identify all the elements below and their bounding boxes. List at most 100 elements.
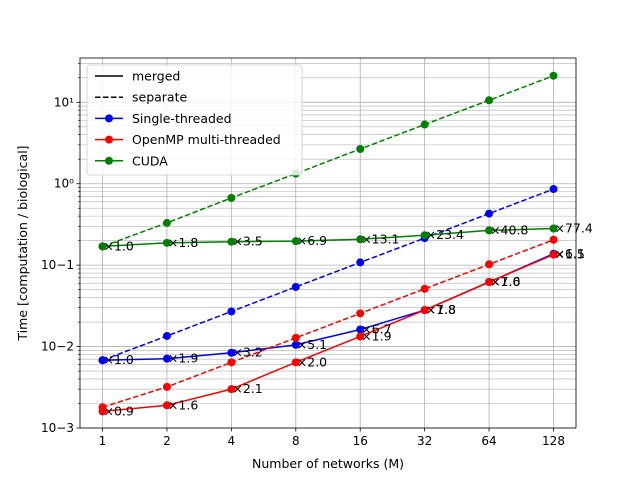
speedup-label: ×1.0	[104, 238, 134, 253]
x-tick-label: 1	[99, 434, 107, 448]
speedup-label: ×23.4	[426, 227, 464, 242]
data-point	[227, 358, 236, 367]
x-axis-label: Number of networks (M)	[252, 456, 404, 471]
data-point	[356, 325, 365, 334]
data-point	[291, 333, 300, 342]
legend-marker	[105, 114, 113, 123]
legend-label: CUDA	[132, 153, 168, 168]
speedup-label: ×6.9	[297, 233, 327, 248]
series-line	[102, 239, 554, 408]
legend-marker	[105, 156, 113, 165]
legend-label: merged	[132, 69, 180, 84]
data-point	[291, 282, 300, 291]
data-point	[549, 224, 558, 233]
speedup-label: ×6.1	[555, 246, 585, 261]
legend-box	[86, 64, 303, 176]
speedup-label: ×3.2	[232, 345, 262, 360]
speedup-label: ×1.8	[168, 235, 198, 250]
plot-frame	[79, 57, 577, 429]
data-point	[162, 218, 171, 227]
data-point	[356, 332, 365, 341]
y-axis-label: Time [computation / biological]	[15, 145, 30, 341]
speedup-label: ×1.8	[426, 302, 456, 317]
data-point	[485, 277, 494, 286]
data-point	[227, 307, 236, 316]
data-point	[356, 309, 365, 318]
data-point	[291, 340, 300, 349]
data-point	[227, 193, 236, 202]
speedup-label: ×77.4	[555, 220, 593, 235]
data-point	[227, 237, 236, 246]
series-lines	[102, 75, 554, 413]
data-point	[356, 235, 365, 244]
speedup-label: ×1.9	[361, 328, 391, 343]
speedup-label: ×2.0	[297, 354, 327, 369]
data-point	[485, 209, 494, 218]
series-line	[102, 75, 554, 248]
x-tick-label: 64	[481, 434, 496, 448]
speedup-label: ×1.0	[104, 352, 134, 367]
y-tick-label: 10⁰	[54, 177, 74, 191]
legend: merged separate Single-threaded OpenMP mult…	[86, 64, 303, 176]
data-point	[356, 144, 365, 153]
x-tick-label: 128	[542, 434, 565, 448]
data-point	[162, 382, 171, 391]
y-tick-label: 10−1	[41, 258, 74, 272]
data-point	[227, 348, 236, 357]
y-tick-label: 10−2	[41, 340, 74, 354]
legend-label: separate	[132, 90, 187, 105]
x-tick-label: 32	[417, 434, 432, 448]
data-point	[356, 258, 365, 267]
data-point	[98, 356, 107, 365]
series-line	[102, 253, 554, 413]
legend-marker	[105, 135, 113, 144]
annotations: ×1.0 ×1.9 ×3.2 ×5.1 ×6.7 ×7.8 ×7.0 ×6.1 ×0.9 ×1.6…	[104, 220, 593, 418]
data-point	[162, 354, 171, 363]
series-line	[102, 188, 554, 361]
data-point	[420, 231, 429, 240]
speedup-label: ×13.1	[361, 231, 399, 246]
data-point	[485, 260, 494, 269]
data-point	[227, 385, 236, 394]
data-point	[291, 237, 300, 246]
speedup-label: ×6.7	[361, 322, 391, 337]
data-point	[291, 358, 300, 367]
speedup-label: ×1.9	[168, 351, 198, 366]
x-tick-label: 16	[353, 434, 368, 448]
speedup-label: ×1.6	[490, 274, 520, 289]
y-tick-label: 10¹	[54, 95, 74, 109]
speedup-label: ×0.9	[104, 403, 134, 418]
data-point	[420, 120, 429, 129]
data-point	[549, 235, 558, 244]
data-point	[98, 407, 107, 416]
speedup-label: ×3.5	[232, 234, 262, 249]
data-point	[162, 238, 171, 247]
data-point	[420, 306, 429, 315]
series-markers	[98, 71, 558, 416]
data-point	[549, 71, 558, 80]
speedup-label: ×2.1	[232, 381, 262, 396]
x-tick-label: 8	[292, 434, 300, 448]
data-point	[485, 96, 494, 105]
x-tick-label: 2	[163, 434, 171, 448]
speedup-label: ×1.5	[555, 247, 585, 262]
speedup-label: ×7.0	[490, 274, 520, 289]
speedup-label: ×1.6	[168, 397, 198, 412]
legend-label: Single-threaded	[132, 111, 232, 126]
speedup-label: ×7.8	[426, 302, 456, 317]
speedup-label: ×5.1	[297, 337, 327, 352]
data-point	[162, 331, 171, 340]
y-tick-label: 10−3	[41, 421, 74, 435]
axis-ticks: 1 2 4 8 16 32 64 128 10−3 10−2 10−1 10⁰ 10¹	[41, 63, 565, 448]
data-point	[420, 284, 429, 293]
speedup-label: ×40.8	[490, 222, 528, 237]
data-point	[549, 185, 558, 194]
data-point	[98, 242, 107, 251]
series-line	[102, 227, 554, 248]
data-point	[162, 401, 171, 410]
legend-label: OpenMP multi-threaded	[132, 132, 281, 147]
data-point	[549, 250, 558, 259]
data-point	[485, 226, 494, 235]
x-tick-label: 4	[228, 434, 236, 448]
